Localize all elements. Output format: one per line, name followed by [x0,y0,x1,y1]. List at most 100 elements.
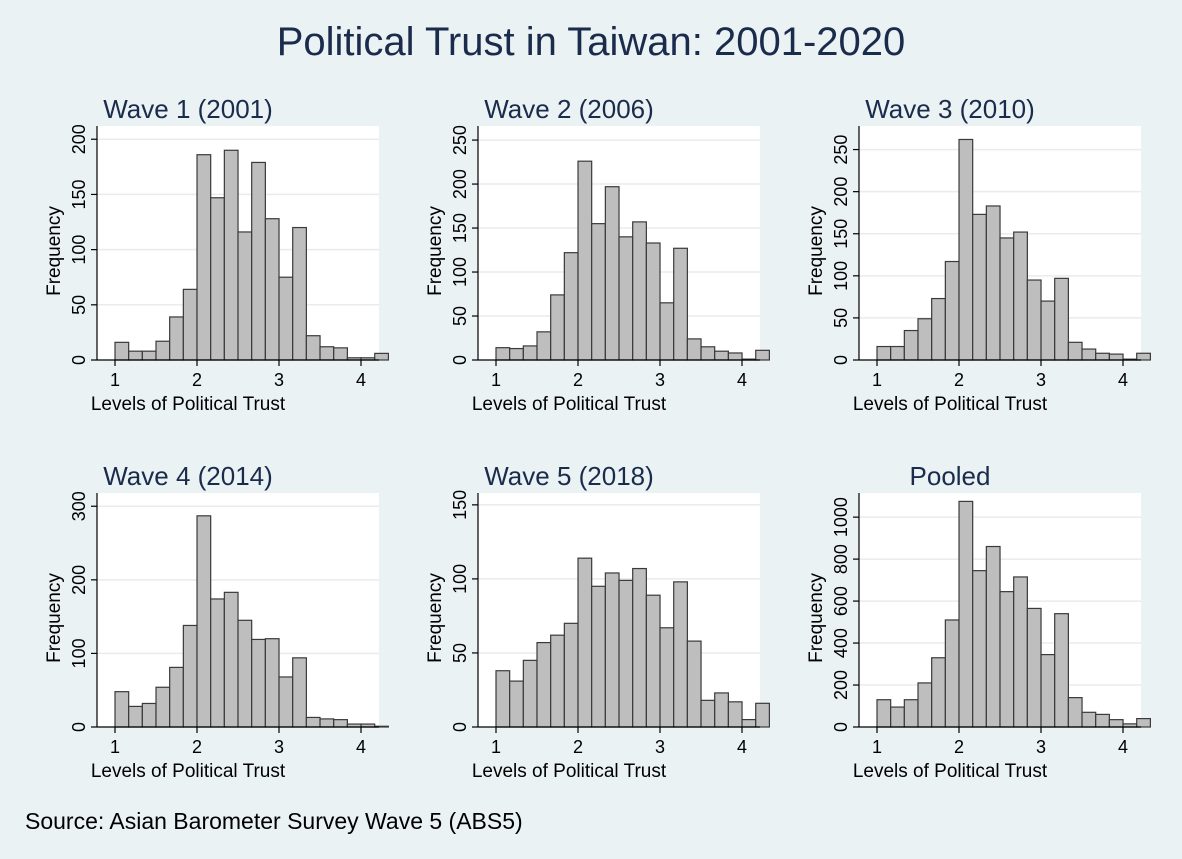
y-axis-label: Frequency [806,206,827,296]
histogram-bar [1040,653,1056,728]
histogram-bar [169,666,184,728]
histogram-bar [1081,348,1097,361]
x-tick-label: 4 [1118,737,1128,757]
histogram-bar [155,686,171,728]
histogram-bar [700,699,716,728]
histogram-bar [985,205,1001,361]
histogram-bar [374,352,389,361]
histogram-bar [632,567,647,728]
histogram-bar [673,581,688,728]
histogram-bar [509,347,524,361]
x-tick-label: 3 [274,737,284,757]
histogram-bar [944,260,960,361]
y-tick-label: 300 [69,491,89,521]
y-tick-label: 200 [450,169,470,199]
histogram-bar [495,347,511,361]
histogram-bar [278,276,294,361]
x-tick-label: 1 [491,737,501,757]
x-tick-label: 4 [356,370,366,390]
y-tick-label: 100 [69,235,89,265]
histogram-bar [659,627,675,728]
y-tick-label: 800 [831,544,851,574]
histogram-wave-3: 0 50 100 150 200 250 1 2 3 4 Wave 3 (2010) Levels o… [806,94,1151,415]
histogram-bar [890,345,905,361]
x-axis-label: Levels of Political Trust [91,761,286,782]
histogram-bar [522,659,538,728]
x-tick-label: 4 [356,737,366,757]
histogram-bar [264,218,280,361]
x-tick-label: 2 [954,370,964,390]
histogram-bar [714,350,729,361]
histogram-bar [495,670,511,728]
histogram-bar [237,231,253,361]
y-tick-label: 600 [831,586,851,616]
y-tick-label: 200 [69,565,89,595]
histogram-bar [264,638,280,728]
histogram-bar [577,160,593,361]
x-tick-label: 2 [192,370,202,390]
y-tick-label: 100 [450,257,470,287]
histogram-bar [618,579,634,728]
histogram-bar [223,591,239,728]
histogram-wave-2: 0 50 100 150 200 250 1 2 3 4 Wave 2 (2006) Levels o… [425,94,770,415]
y-tick-label: 0 [69,355,89,365]
histogram-bar [319,346,335,361]
histogram-bar [1026,607,1042,728]
y-tick-label: 0 [69,722,89,732]
histogram-bar [333,719,348,728]
histogram-bar [645,242,661,361]
histogram-bar [278,676,294,728]
histogram-bar [563,252,579,361]
x-axis-label: Levels of Political Trust [853,761,1048,782]
histogram-bar [196,515,212,728]
histogram-bar [1108,353,1124,361]
figure-title: Political Trust in Taiwan: 2001-2020 [276,20,906,64]
y-tick-label: 100 [69,638,89,668]
panel-title: Pooled [910,461,991,491]
y-tick-label: 250 [831,135,851,165]
panel-title: Wave 2 (2006) [484,94,654,124]
x-tick-label: 2 [954,737,964,757]
histogram-pooled: 0 200 400 600 800 1000 1 2 3 4 Pooled Levels of Pol… [806,461,1151,782]
y-tick-label: 1000 [831,497,851,537]
histogram-wave-4: 0 100 200 300 1 2 3 4 Wave 4 (2014) Levels of Pol… [44,461,389,782]
y-tick-label: 50 [831,308,851,328]
histogram-bar [876,699,892,728]
histogram-bar [577,557,593,728]
histogram-bar [522,345,538,361]
histogram-bar [618,236,634,361]
x-tick-label: 1 [872,737,882,757]
y-tick-label: 200 [69,124,89,154]
x-tick-label: 4 [1118,370,1128,390]
x-tick-label: 3 [655,370,665,390]
histogram-bar [958,138,974,361]
histogram-bar [182,624,198,728]
histogram-bar [727,701,743,728]
histogram-bar [1095,352,1110,361]
histogram-bar [645,594,661,728]
histogram-bar [686,338,702,361]
y-tick-label: 0 [831,355,851,365]
histogram-bar [931,657,946,728]
y-tick-label: 0 [450,722,470,732]
histogram-bar [182,288,198,361]
histogram-bar [563,622,579,728]
y-tick-label: 100 [831,261,851,291]
x-tick-label: 2 [573,737,583,757]
histogram-bar [1040,300,1056,361]
panel-title: Wave 5 (2018) [484,461,654,491]
histogram-bar [604,186,620,361]
histogram-bar [714,692,729,728]
histogram-bar [632,221,647,361]
histogram-bar [890,706,905,728]
histogram-bar [128,350,143,361]
panel-title: Wave 4 (2014) [103,461,273,491]
histogram-bar [1054,277,1069,361]
histogram-bar [741,718,757,728]
histogram-bar [1013,231,1028,361]
histogram-bar [251,638,266,728]
histogram-bar [999,237,1015,361]
x-tick-label: 3 [655,737,665,757]
x-tick-label: 3 [1036,737,1046,757]
histogram-bar [686,640,702,728]
